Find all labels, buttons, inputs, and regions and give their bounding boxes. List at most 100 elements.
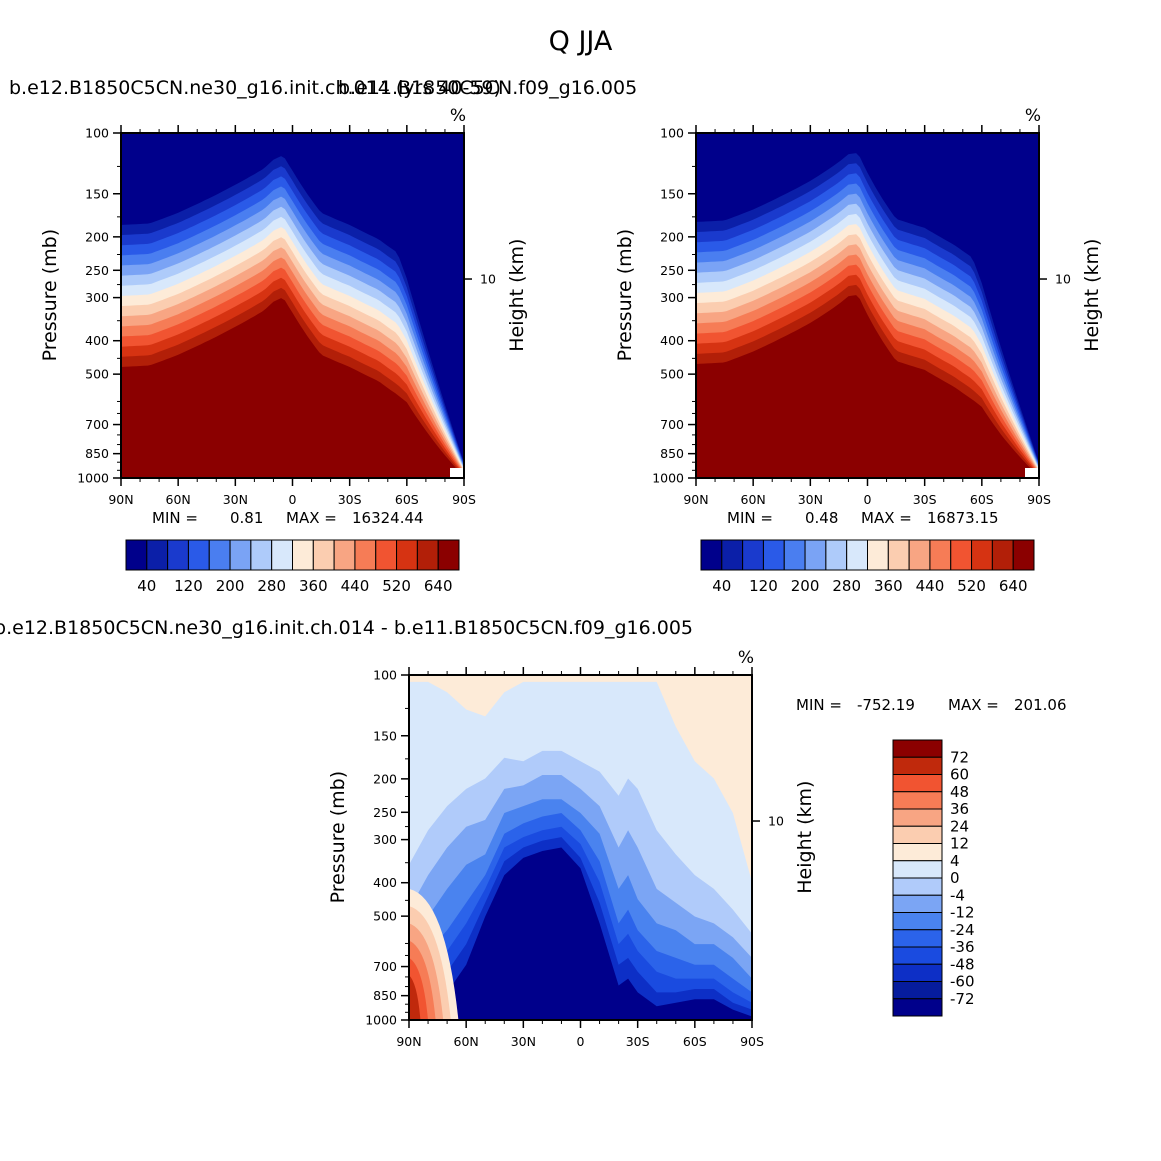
panel1-colorbar-label-7: 640 xyxy=(424,577,453,595)
panel2-min-label: MIN = xyxy=(727,509,773,527)
panel1-y2tick-label-0: 10 xyxy=(480,272,496,287)
panel2-colorbar-box-0 xyxy=(700,539,723,571)
panel1-colorbar-label-2: 200 xyxy=(216,577,245,595)
diff-xtick-label-0: 90N xyxy=(396,1034,421,1049)
diff-y2tick-label-0: 10 xyxy=(768,814,784,829)
diff-colorbar-box-8 xyxy=(892,877,943,896)
panel2-ytick-label-3: 250 xyxy=(660,263,684,278)
panel2-ytick-label-0: 100 xyxy=(660,126,684,141)
panel2-xtick-label-0: 90N xyxy=(683,492,708,507)
diff-colorbar-label-0: 72 xyxy=(950,748,969,766)
diff-colorbar-label-6: 4 xyxy=(950,852,960,870)
panel1-ytick-label-8: 850 xyxy=(85,446,109,461)
panel2-max-value: 16873.15 xyxy=(927,509,999,527)
panel2-colorbar-box-2 xyxy=(742,539,764,571)
panel1-ytick-label-2: 200 xyxy=(85,229,109,244)
diff-xtick-label-4: 30S xyxy=(626,1034,650,1049)
panel1-colorbar-box-5 xyxy=(229,539,252,571)
panel2-xtick-label-5: 60S xyxy=(970,492,994,507)
panel2-colorbar-box-10 xyxy=(908,539,931,571)
diff-colorbar-label-8: -4 xyxy=(950,886,965,904)
diff-negative-level-8 xyxy=(409,847,752,1020)
surface-mask xyxy=(450,468,464,478)
panel1-colorbar-box-0 xyxy=(125,539,148,571)
diff-ytick-label-8: 850 xyxy=(373,988,397,1003)
panel1-xtick-label-5: 60S xyxy=(395,492,419,507)
diff-colorbar-label-4: 24 xyxy=(950,817,969,835)
panel2-colorbar-label-7: 640 xyxy=(999,577,1028,595)
diff-colorbar-box-7 xyxy=(892,860,943,879)
diff-colorbar-box-1 xyxy=(892,756,943,775)
panel1-units-label: % xyxy=(450,106,466,126)
diff-max-value: 201.06 xyxy=(1014,696,1067,714)
diff-xtick-label-3: 0 xyxy=(577,1034,585,1049)
diff-colorbar-label-9: -12 xyxy=(950,904,975,922)
panel1-colorbar-label-3: 280 xyxy=(257,577,286,595)
panel1-colorbar-label-6: 520 xyxy=(382,577,411,595)
diff-colorbar-label-5: 12 xyxy=(950,835,969,853)
panel1-colorbar-label-1: 120 xyxy=(174,577,203,595)
panel2-colorbar-label-6: 520 xyxy=(957,577,986,595)
diff-colorbar-box-4 xyxy=(892,808,943,827)
diff-colorbar-box-5 xyxy=(892,825,943,844)
panel2-colorbar-label-0: 40 xyxy=(712,577,731,595)
panel2-colorbar-box-13 xyxy=(971,539,993,571)
panel2-colorbar-label-5: 440 xyxy=(916,577,945,595)
diff-colorbar-label-12: -48 xyxy=(950,955,975,973)
diff-ytick-label-3: 250 xyxy=(373,805,397,820)
diff-positive-level-6 xyxy=(409,975,421,1020)
diff-colorbar-box-9 xyxy=(892,894,943,913)
panel1-colorbar-label-5: 440 xyxy=(341,577,370,595)
diff-ytick-label-7: 700 xyxy=(373,959,397,974)
panel1-ytick-label-5: 400 xyxy=(85,333,109,348)
diff-colorbar-box-15 xyxy=(892,998,943,1017)
diff-xtick-label-6: 90S xyxy=(740,1034,764,1049)
panel2-ytick-label-9: 1000 xyxy=(652,471,684,486)
panel1-xtick-label-3: 0 xyxy=(289,492,297,507)
diff-colorbar-box-14 xyxy=(892,981,943,1000)
panel2-ytick-label-1: 150 xyxy=(660,186,684,201)
diff-colorbar-box-2 xyxy=(892,774,943,793)
panel1-ytick-label-6: 500 xyxy=(85,367,109,382)
diff-colorbar-label-7: 0 xyxy=(950,869,960,887)
panel1-max-label: MAX = xyxy=(286,509,337,527)
diff-xtick-label-1: 60N xyxy=(454,1034,479,1049)
figure-title: Q JJA xyxy=(548,26,613,57)
panel1-ytick-label-7: 700 xyxy=(85,417,109,432)
panel1-colorbar-box-12 xyxy=(375,539,398,571)
diff-ytick-label-4: 300 xyxy=(373,832,397,847)
panel1-colorbar-label-0: 40 xyxy=(137,577,156,595)
panel1-colorbar-box-9 xyxy=(312,539,335,571)
panel1-max-value: 16324.44 xyxy=(352,509,424,527)
diff-colorbar-label-3: 36 xyxy=(950,800,969,818)
panel2-y2label: Height (km) xyxy=(1081,239,1103,352)
panel2-xtick-label-6: 90S xyxy=(1027,492,1051,507)
panel1-colorbar-box-11 xyxy=(354,539,377,571)
panel1-field xyxy=(121,133,464,478)
diff-xtick-label-2: 30N xyxy=(511,1034,536,1049)
panel1-colorbar-box-3 xyxy=(187,539,210,571)
panel2-colorbar-box-5 xyxy=(804,539,827,571)
panel2-xtick-label-1: 60N xyxy=(741,492,766,507)
panel1-min-label: MIN = xyxy=(152,509,198,527)
panel1-xtick-label-0: 90N xyxy=(108,492,133,507)
diff-run-label: b.e12.B1850C5CN.ne30_g16.init.ch.014 - b… xyxy=(0,617,693,639)
panel2-colorbar-box-1 xyxy=(721,539,744,571)
panel2-colorbar-label-2: 200 xyxy=(791,577,820,595)
diff-colorbar-label-13: -60 xyxy=(950,973,975,991)
panel2-colorbar-box-15 xyxy=(1012,539,1035,571)
diff-colorbar-label-11: -36 xyxy=(950,938,975,956)
panel1-colorbar-box-2 xyxy=(167,539,189,571)
panel1-xtick-label-6: 90S xyxy=(452,492,476,507)
panel1-colorbar-box-6 xyxy=(250,539,273,571)
diff-ylabel: Pressure (mb) xyxy=(327,771,349,904)
panel2-run-label: b.e11.B1850C5CN.f09_g16.005 xyxy=(338,77,638,99)
contour-level-15 xyxy=(696,295,1039,478)
diff-colorbar-box-12 xyxy=(892,946,943,965)
colorbars-layer: 40 120 200 280 360 440 520 640 40 120 200 280 360 440… xyxy=(125,539,1035,1017)
panel2-units-label: % xyxy=(1025,106,1041,126)
diff-colorbar-label-2: 48 xyxy=(950,783,969,801)
panel1-ylabel: Pressure (mb) xyxy=(39,229,61,362)
panel2-xtick-label-4: 30S xyxy=(913,492,937,507)
